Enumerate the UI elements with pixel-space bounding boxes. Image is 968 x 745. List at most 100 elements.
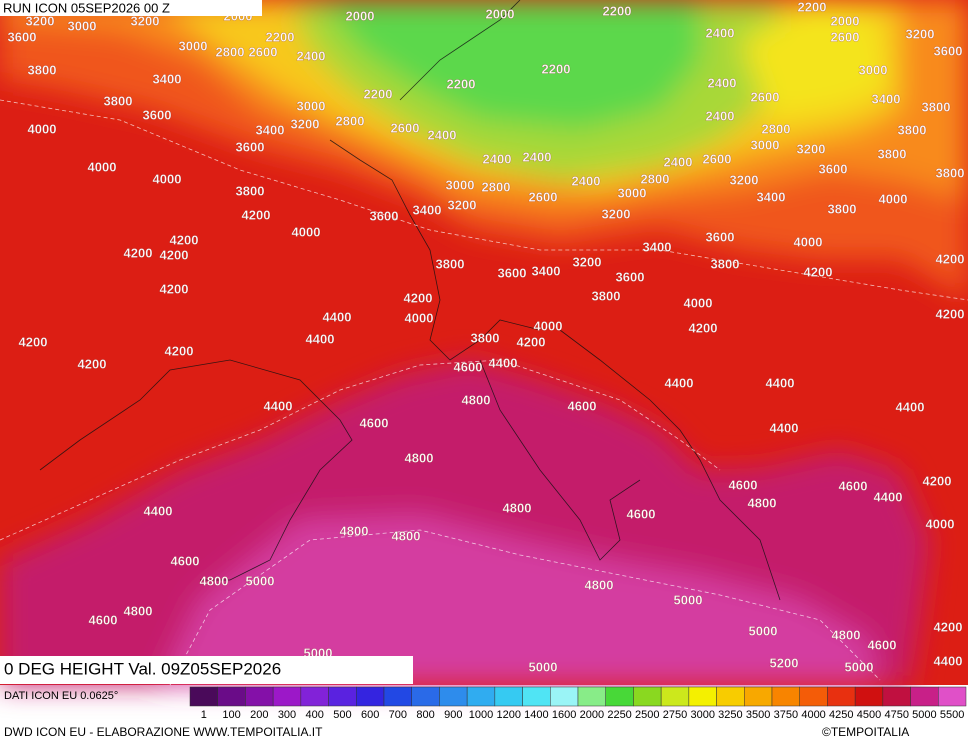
contour-label: 4000 [534,318,563,333]
legend-swatch [605,686,634,707]
contour-label: 3800 [898,122,927,137]
legend-swatch [300,686,329,707]
title-box [0,656,413,684]
contour-label: 2400 [706,25,735,40]
legend-label: 2500 [635,709,659,721]
legend-label: 5500 [940,709,964,721]
legend-label: 500 [333,709,351,721]
contour-label: 4400 [665,375,694,390]
contour-label: 3600 [143,107,172,122]
contour-label: 4200 [165,343,194,358]
contour-label: 4800 [503,500,532,515]
legend-label: 1400 [524,709,548,721]
contour-label: 2000 [486,6,515,21]
contour-label: 2200 [603,3,632,18]
contour-label: 3200 [291,116,320,131]
contour-label: 3000 [179,38,208,53]
contour-label: 2400 [523,149,552,164]
contour-label: 3000 [297,98,326,113]
contour-label: 4400 [489,355,518,370]
contour-label: 3400 [256,122,285,137]
contour-label: 2200 [266,29,295,44]
contour-label: 4200 [170,232,199,247]
contour-label: 3600 [706,229,735,244]
legend-swatch [494,686,523,707]
legend-label: 3500 [746,709,770,721]
contour-label: 3600 [819,161,848,176]
contour-label: 4000 [28,121,57,136]
contour-label: 3600 [236,139,265,154]
contour-label: 3800 [592,288,621,303]
contour-label: 3800 [828,201,857,216]
contour-label: 4400 [896,399,925,414]
contour-label: 2800 [762,121,791,136]
legend-swatch [854,686,884,707]
contour-label: 4400 [934,653,963,668]
contour-label: 4400 [766,375,795,390]
contour-label: 2200 [542,61,571,76]
contour-label: 2800 [482,179,511,194]
contour-label: 2400 [572,173,601,188]
legend-label: 600 [361,709,379,721]
contour-label: 4800 [340,523,369,538]
contour-label: 4600 [454,359,483,374]
contour-label: 4600 [568,398,597,413]
legend-swatch [771,686,800,707]
contour-label: 4400 [770,420,799,435]
legend-swatch [633,686,662,707]
contour-label: 2400 [708,75,737,90]
contour-label: 2400 [706,108,735,123]
contour-label: 3200 [26,13,55,28]
contour-label: 4000 [292,224,321,239]
contour-labels: 3200300032002000200020002200220020003600… [7,0,965,675]
legend-swatch [577,686,606,707]
contour-label: 4800 [200,573,229,588]
contour-label: 4800 [748,495,777,510]
legend-swatch [660,686,690,707]
contour-label: 2600 [249,44,278,59]
legend-swatch [328,686,357,707]
copyright: ©TEMPOITALIA [822,725,909,739]
contour-label: 4000 [794,234,823,249]
contour-label: 4800 [124,603,153,618]
contour-label: 3200 [730,172,759,187]
contour-label: 4200 [923,473,952,488]
legend-swatch [910,686,939,707]
map-title: 0 DEG HEIGHT Val. 09Z05SEP2026 [4,659,281,678]
legend-swatch [799,686,828,707]
legend-swatch [383,686,412,707]
contour-label: 4600 [89,612,118,627]
contour-label: 4800 [462,392,491,407]
legend-swatch [938,686,967,707]
contour-label: 3600 [498,265,527,280]
contour-label: 3800 [236,183,265,198]
legend-swatch [189,686,218,707]
contour-label: 4400 [264,398,293,413]
contour-label: 2000 [831,13,860,28]
contour-label: 3200 [448,197,477,212]
contour-label: 3200 [573,254,602,269]
contour-label: 3400 [153,71,182,86]
contour-label: 4400 [144,503,173,518]
contour-label: 3800 [471,330,500,345]
contour-label: 4800 [392,528,421,543]
contour-label: 2200 [364,86,393,101]
legend-label: 1 [201,709,207,721]
contour-label: 3000 [859,62,888,77]
legend-swatch [466,686,496,707]
contour-label: 2600 [831,29,860,44]
legend: 1 100 200 300 400 500 600 700 800 900 1000 1200 1400… [189,686,967,721]
credit: DWD ICON EU - ELABORAZIONE WWW.TEMPOITAL… [4,725,323,739]
legend-swatch [245,686,274,707]
contour-label: 4000 [153,171,182,186]
legend-label: 700 [389,709,407,721]
contour-label: 3400 [872,91,901,106]
legend-swatch [439,686,468,707]
legend-swatch [882,686,911,707]
legend-label: 4250 [829,709,853,721]
contour-label: 4200 [160,247,189,262]
contour-label: 4000 [88,159,117,174]
contour-label: 5000 [246,573,275,588]
